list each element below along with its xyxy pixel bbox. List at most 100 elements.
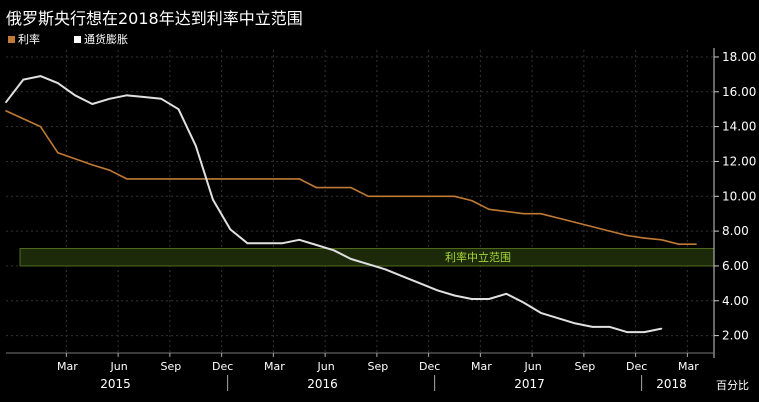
inflation-point (298, 239, 301, 241)
y-tick-label: 18.00 (722, 50, 756, 64)
legend: 利率 通货膨胀 (8, 31, 128, 47)
year-label: 2015 (100, 377, 131, 391)
inflation-point (39, 75, 42, 77)
series-line-inflation (5, 75, 662, 334)
rate-point (91, 164, 94, 166)
legend-item-rate: 利率 (8, 31, 40, 47)
x-tick-label: Jun (524, 360, 542, 373)
rate-point (695, 243, 697, 245)
x-tick-label: Jun (317, 360, 335, 373)
rate-point (488, 208, 490, 211)
legend-item-inflation: 通货膨胀 (74, 31, 128, 47)
rate-point (108, 169, 111, 171)
inflation-point (332, 249, 335, 252)
inflation-point (22, 78, 25, 81)
inflation-point (591, 326, 594, 328)
inflation-point (557, 317, 559, 319)
x-tick-label: Mar (678, 360, 699, 373)
rate-point (212, 178, 214, 180)
rate-point (677, 243, 680, 245)
rate-point (39, 125, 42, 128)
year-label: 2016 (307, 377, 338, 391)
neutral-rate-band-label: 利率中立范围 (445, 250, 511, 264)
inflation-point (660, 327, 663, 330)
inflation-point (505, 292, 508, 295)
rate-point (367, 195, 370, 198)
inflation-point (350, 258, 352, 260)
rate-point (626, 234, 628, 237)
x-tick-label: Mar (264, 360, 285, 373)
rate-point (574, 221, 577, 224)
rate-point (5, 110, 7, 112)
inflation-point (229, 228, 232, 231)
inflation-point (453, 294, 456, 297)
inflation-point (177, 108, 180, 111)
rate-point (453, 195, 456, 198)
inflation-point (626, 331, 628, 333)
legend-swatch-rate (8, 35, 15, 43)
inflation-point (539, 312, 542, 314)
inflation-point (608, 326, 611, 328)
x-tick-label: Sep (161, 360, 182, 373)
chart-title: 俄罗斯央行想在2018年达到利率中立范围 (6, 9, 303, 28)
inflation-point (143, 96, 145, 98)
series-line-rate (5, 110, 696, 245)
x-tick-label: Mar (57, 360, 78, 373)
y-tick-label: 14.00 (722, 120, 756, 134)
inflation-point (160, 97, 163, 100)
legend-swatch-inflation (74, 35, 81, 43)
inflation-point (470, 298, 473, 300)
inflation-point (56, 82, 59, 84)
inflation-point (574, 322, 577, 325)
inflation-point (401, 275, 404, 278)
rate-point (608, 230, 611, 232)
inflation-point (315, 244, 318, 246)
inflation-point (91, 103, 94, 105)
year-label: 2017 (514, 377, 545, 391)
y-tick-label: 8.00 (722, 224, 749, 238)
inflation-point (5, 101, 7, 104)
x-tick-label: Dec (419, 360, 440, 373)
rate-point (522, 212, 525, 215)
inflation-point (281, 242, 283, 245)
rate-point (315, 186, 318, 189)
inflation-point (263, 242, 266, 245)
x-tick-label: Sep (368, 360, 389, 373)
inflation-point (488, 298, 490, 300)
inflation-point (125, 94, 128, 97)
inflation-point (194, 144, 197, 147)
inflation-point (367, 263, 370, 265)
y-tick-label: 6.00 (722, 259, 749, 273)
y-tick-label: 10.00 (722, 189, 756, 203)
rate-point (298, 178, 301, 180)
rate-point (125, 178, 128, 180)
x-tick-label: Dec (626, 360, 647, 373)
legend-label-rate: 利率 (18, 33, 40, 46)
rate-point (539, 212, 542, 215)
inflation-point (643, 331, 646, 333)
rate-point (56, 151, 59, 154)
inflation-point (522, 301, 525, 304)
x-tick-label: Mar (471, 360, 492, 373)
inflation-point (74, 94, 76, 97)
y-tick-label: 2.00 (722, 329, 749, 343)
inflation-point (419, 282, 421, 285)
y-tick-label: 4.00 (722, 294, 749, 308)
inflation-point (246, 242, 249, 245)
rate-point (470, 199, 473, 202)
y-axis-unit-label: 百分比 (716, 379, 749, 392)
rate-point (643, 237, 646, 239)
x-tick-label: Jun (110, 360, 128, 373)
y-tick-label: 12.00 (722, 154, 756, 168)
year-label: 2018 (656, 377, 687, 391)
inflation-point (436, 289, 439, 292)
x-tick-label: Dec (212, 360, 233, 373)
rate-point (350, 186, 352, 189)
inflation-point (108, 97, 111, 100)
inflation-point (384, 268, 387, 271)
rate-point (660, 239, 663, 241)
legend-label-inflation: 通货膨胀 (84, 33, 128, 46)
y-tick-label: 16.00 (722, 85, 756, 99)
x-tick-label: Sep (575, 360, 596, 373)
